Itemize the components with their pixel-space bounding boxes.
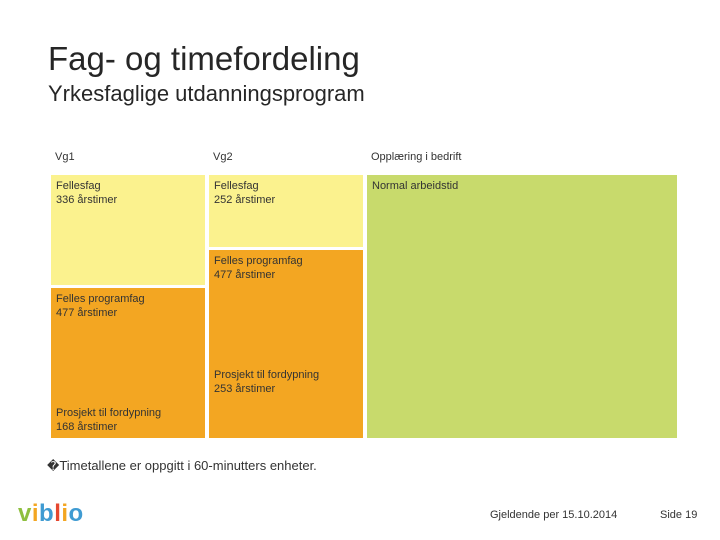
- vg2-prosjekt-name: Prosjekt til fordypning: [214, 369, 320, 381]
- vg2-fellesfag-block: Fellesfag 252 årstimer: [209, 175, 363, 247]
- vg1-fellesfag-name: Fellesfag: [56, 180, 101, 192]
- vg2-prosjekt-block: Prosjekt til fordypning 253 årstimer: [209, 364, 363, 438]
- page-subtitle: Yrkesfaglige utdanningsprogram: [48, 81, 365, 106]
- vg2-programfag-block: Felles programfag 477 årstimer: [209, 250, 363, 364]
- column-header-bedrift: Opplæring i bedrift: [371, 151, 462, 163]
- vg2-fellesfag-name: Fellesfag: [214, 180, 259, 192]
- valid-from: Gjeldende per 15.10.2014: [490, 509, 618, 521]
- column-header-vg1: Vg1: [55, 151, 75, 163]
- vg1-programfag-block: Felles programfag 477 årstimer: [51, 288, 205, 402]
- vg2-programfag-name: Felles programfag: [214, 255, 303, 267]
- vg1-prosjekt-hours: 168 årstimer: [56, 421, 118, 433]
- viblio-logo: viblio: [18, 500, 84, 527]
- bedrift-name: Normal arbeidstid: [372, 180, 459, 192]
- column-header-vg2: Vg2: [213, 151, 233, 163]
- footnote-text: Timetallene er oppgitt i 60-minutters en…: [59, 458, 317, 473]
- vg1-programfag-name: Felles programfag: [56, 293, 145, 305]
- vg1-programfag-hours: 477 årstimer: [56, 307, 118, 319]
- vg1-prosjekt-block: Prosjekt til fordypning 168 årstimer: [51, 402, 205, 438]
- bedrift-block: Normal arbeidstid: [367, 175, 677, 438]
- vg2-programfag-hours: 477 årstimer: [214, 269, 276, 281]
- vg2-prosjekt-hours: 253 årstimer: [214, 383, 276, 395]
- vg2-fellesfag-hours: 252 årstimer: [214, 194, 276, 206]
- vg1-prosjekt-name: Prosjekt til fordypning: [56, 407, 162, 419]
- vg1-fellesfag-block: Fellesfag 336 årstimer: [51, 175, 205, 285]
- vg1-fellesfag-hours: 336 årstimer: [56, 194, 118, 206]
- footnote-marker: �: [47, 459, 60, 473]
- page-number: Side 19: [660, 509, 698, 521]
- page-title: Fag- og timefordeling: [48, 40, 360, 77]
- footnote: �Timetallene er oppgitt i 60-minutters e…: [47, 458, 317, 473]
